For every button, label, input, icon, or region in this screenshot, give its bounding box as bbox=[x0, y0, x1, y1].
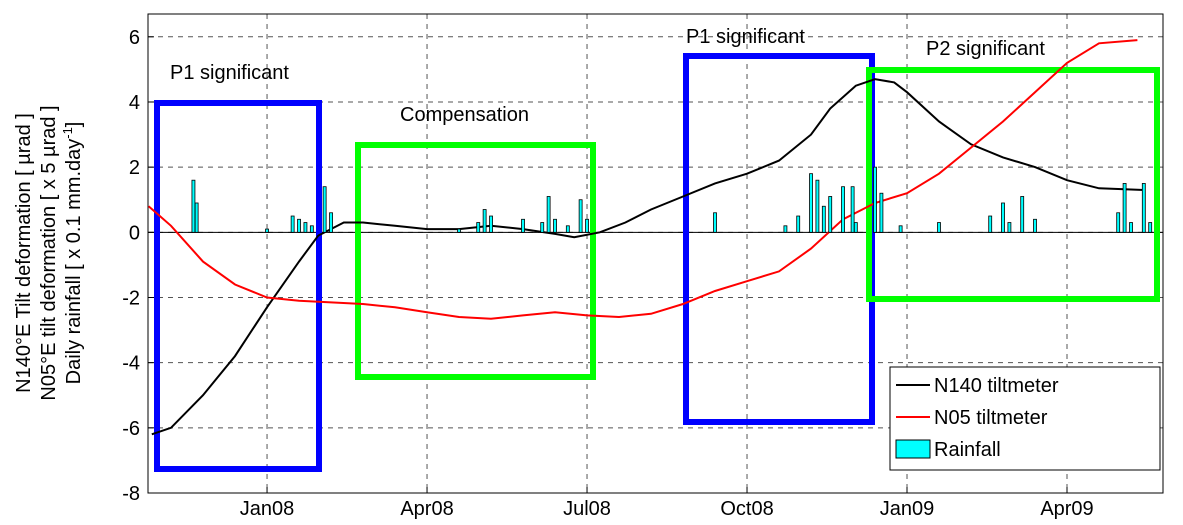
rain-bar bbox=[297, 218, 301, 233]
plot-frame bbox=[147, 13, 1164, 494]
annotation: P2 significant bbox=[926, 38, 1045, 60]
legend-label: N140 tiltmeter bbox=[934, 375, 1059, 397]
rain-bar bbox=[841, 186, 845, 233]
rain-bar bbox=[322, 186, 327, 233]
y-tick-label: 2 bbox=[129, 157, 140, 179]
y-tick-label: 4 bbox=[129, 92, 140, 114]
period-box bbox=[866, 67, 1160, 302]
rain-bar bbox=[457, 228, 461, 233]
annotation: Compensation bbox=[400, 104, 529, 126]
rain-bar bbox=[1122, 183, 1127, 233]
rain-bar bbox=[578, 199, 583, 233]
series-line bbox=[151, 78, 1144, 436]
y-label-line: Daily rainfall [ x 0.1 mm.day-1] bbox=[60, 122, 85, 385]
rain-bar bbox=[329, 212, 333, 233]
rain-bar bbox=[850, 186, 855, 233]
y-tick-label: 0 bbox=[129, 222, 140, 244]
rain-bar bbox=[937, 222, 941, 233]
rain-bar bbox=[1001, 202, 1005, 233]
rain-bar bbox=[476, 222, 481, 233]
rain-bar bbox=[713, 212, 717, 233]
rain-bar bbox=[585, 218, 589, 233]
y-tick-label: -2 bbox=[122, 287, 140, 309]
rain-bar bbox=[265, 228, 269, 233]
y-label-part: -1 bbox=[60, 127, 75, 139]
x-tick-label: Jul08 bbox=[563, 498, 611, 520]
rain-bar bbox=[521, 218, 525, 233]
annotation: P1 significant bbox=[686, 26, 805, 48]
legend: N140 tiltmeter N05 tiltmeter Rainfall bbox=[889, 366, 1161, 471]
x-tick-label: Jan08 bbox=[240, 498, 295, 520]
series-line bbox=[147, 39, 1138, 320]
rain-bar bbox=[303, 222, 308, 233]
y-tick-label: -6 bbox=[122, 418, 140, 440]
rain-bar bbox=[898, 225, 903, 233]
rain-bar bbox=[1129, 222, 1133, 233]
rain-bar bbox=[783, 225, 788, 233]
y-label-part: ] bbox=[63, 122, 85, 128]
y-tick-label: 6 bbox=[129, 27, 140, 49]
x-tick-label: Jan09 bbox=[880, 498, 935, 520]
rain-bar bbox=[540, 222, 545, 233]
period-box bbox=[154, 100, 322, 472]
rain-bar bbox=[191, 179, 196, 233]
period-box bbox=[683, 53, 875, 425]
rain-bar bbox=[290, 215, 295, 233]
rain-bar bbox=[1033, 218, 1037, 233]
legend-box bbox=[889, 366, 1161, 471]
rain-bar bbox=[489, 215, 493, 233]
rain-bar bbox=[553, 218, 557, 233]
rain-bar bbox=[1020, 196, 1025, 233]
y-axis-label: N140°E Tilt deformation [ µrad ] N05°E t… bbox=[13, 105, 85, 400]
rain-bar bbox=[482, 209, 487, 233]
rain-bar bbox=[879, 192, 884, 233]
rain-bar bbox=[546, 196, 551, 233]
rain-bar bbox=[796, 215, 801, 233]
y-tick-label: -4 bbox=[122, 353, 140, 375]
rain-bar bbox=[873, 166, 877, 233]
rain-bar bbox=[565, 225, 570, 233]
y-label-line: N05°E tilt deformation [ x 5 µrad ] bbox=[38, 105, 60, 400]
rain-bar bbox=[1148, 222, 1153, 233]
rain-bar bbox=[1007, 222, 1012, 233]
rain-bar bbox=[828, 196, 833, 233]
annotation: P1 significant bbox=[170, 62, 289, 84]
rain-bar bbox=[821, 205, 826, 233]
x-tick-label: Oct08 bbox=[720, 498, 773, 520]
x-tick-label: Apr08 bbox=[400, 498, 453, 520]
y-label-line: N140°E Tilt deformation [ µrad ] bbox=[13, 113, 35, 393]
rain-bar bbox=[1141, 183, 1146, 233]
y-label-part: Daily rainfall [ x 0.1 mm.day bbox=[63, 139, 85, 385]
rain-bar bbox=[815, 179, 820, 233]
rain-bar bbox=[1116, 212, 1121, 233]
rain-bar bbox=[988, 215, 993, 233]
rain-bar bbox=[194, 202, 199, 233]
rain-bar bbox=[853, 222, 858, 233]
x-tick-label: Apr09 bbox=[1040, 498, 1093, 520]
legend-label: Rainfall bbox=[934, 439, 1001, 461]
y-tick-label: -8 bbox=[122, 483, 140, 505]
rain-bar bbox=[809, 173, 813, 233]
legend-label: N05 tiltmeter bbox=[934, 407, 1048, 429]
legend-swatch bbox=[895, 439, 931, 459]
period-box bbox=[355, 142, 596, 380]
rain-bar bbox=[309, 225, 314, 233]
